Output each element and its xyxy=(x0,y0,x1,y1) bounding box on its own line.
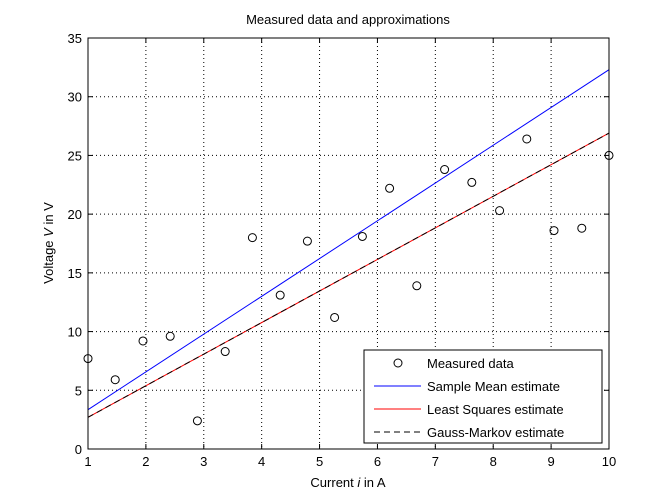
x-tick-label: 10 xyxy=(602,454,616,469)
x-tick-label: 1 xyxy=(84,454,91,469)
measured-data-point xyxy=(275,290,285,300)
measured-data-point xyxy=(220,347,230,357)
ticks: 1 2 3 4 5 6 7 8 9 10 0 5 10 15 20 25 30 35 xyxy=(68,31,617,469)
legend: Measured data Sample Mean estimate Least S… xyxy=(363,349,603,444)
x-tick-label: 5 xyxy=(316,454,323,469)
measured-data-point xyxy=(467,177,477,187)
grid xyxy=(88,38,609,449)
measured-data-point xyxy=(247,233,257,243)
measured-data-point xyxy=(577,223,587,233)
legend-box xyxy=(363,349,603,444)
measured-data-point xyxy=(495,206,505,216)
x-tick-label: 2 xyxy=(142,454,149,469)
x-axis-label: Current i in A xyxy=(310,475,385,490)
measured-data-point xyxy=(330,312,340,322)
x-tick-label: 3 xyxy=(200,454,207,469)
legend-label: Measured data xyxy=(427,356,514,371)
legend-marker xyxy=(393,358,403,368)
measured-data-point xyxy=(440,165,450,175)
x-tick-label: 9 xyxy=(547,454,554,469)
measured-data-point xyxy=(522,134,532,144)
measured-data-point xyxy=(412,281,422,291)
series-line-sample-mean-estimate xyxy=(87,69,610,411)
y-tick-label: 20 xyxy=(68,207,82,222)
series-layer xyxy=(83,69,614,426)
x-tick-label: 7 xyxy=(432,454,439,469)
y-tick-label: 30 xyxy=(68,90,82,105)
y-tick-label: 10 xyxy=(68,325,82,340)
measured-data-point xyxy=(110,375,120,385)
measured-data-point xyxy=(302,236,312,246)
series-line-gauss-markov-estimate xyxy=(87,132,610,418)
measured-data-point xyxy=(549,226,559,236)
x-tick-label: 4 xyxy=(258,454,265,469)
measured-data-point xyxy=(357,231,367,241)
chart-title: Measured data and approximations xyxy=(246,12,450,27)
y-tick-label: 25 xyxy=(68,148,82,163)
y-tick-label: 35 xyxy=(68,31,82,46)
legend-label: Least Squares estimate xyxy=(427,402,564,417)
measured-data-point xyxy=(192,416,202,426)
y-axis-label: Voltage V in V xyxy=(41,202,56,284)
legend-label: Gauss-Markov estimate xyxy=(427,425,564,440)
y-tick-label: 15 xyxy=(68,266,82,281)
legend-label: Sample Mean estimate xyxy=(427,379,560,394)
x-tick-label: 6 xyxy=(374,454,381,469)
y-tick-label: 0 xyxy=(75,442,82,457)
y-tick-label: 5 xyxy=(75,383,82,398)
measured-data-point xyxy=(165,331,175,341)
x-tick-label: 8 xyxy=(490,454,497,469)
measured-data-point xyxy=(385,183,395,193)
measured-data-point xyxy=(138,336,148,346)
plot-frame xyxy=(87,37,610,450)
